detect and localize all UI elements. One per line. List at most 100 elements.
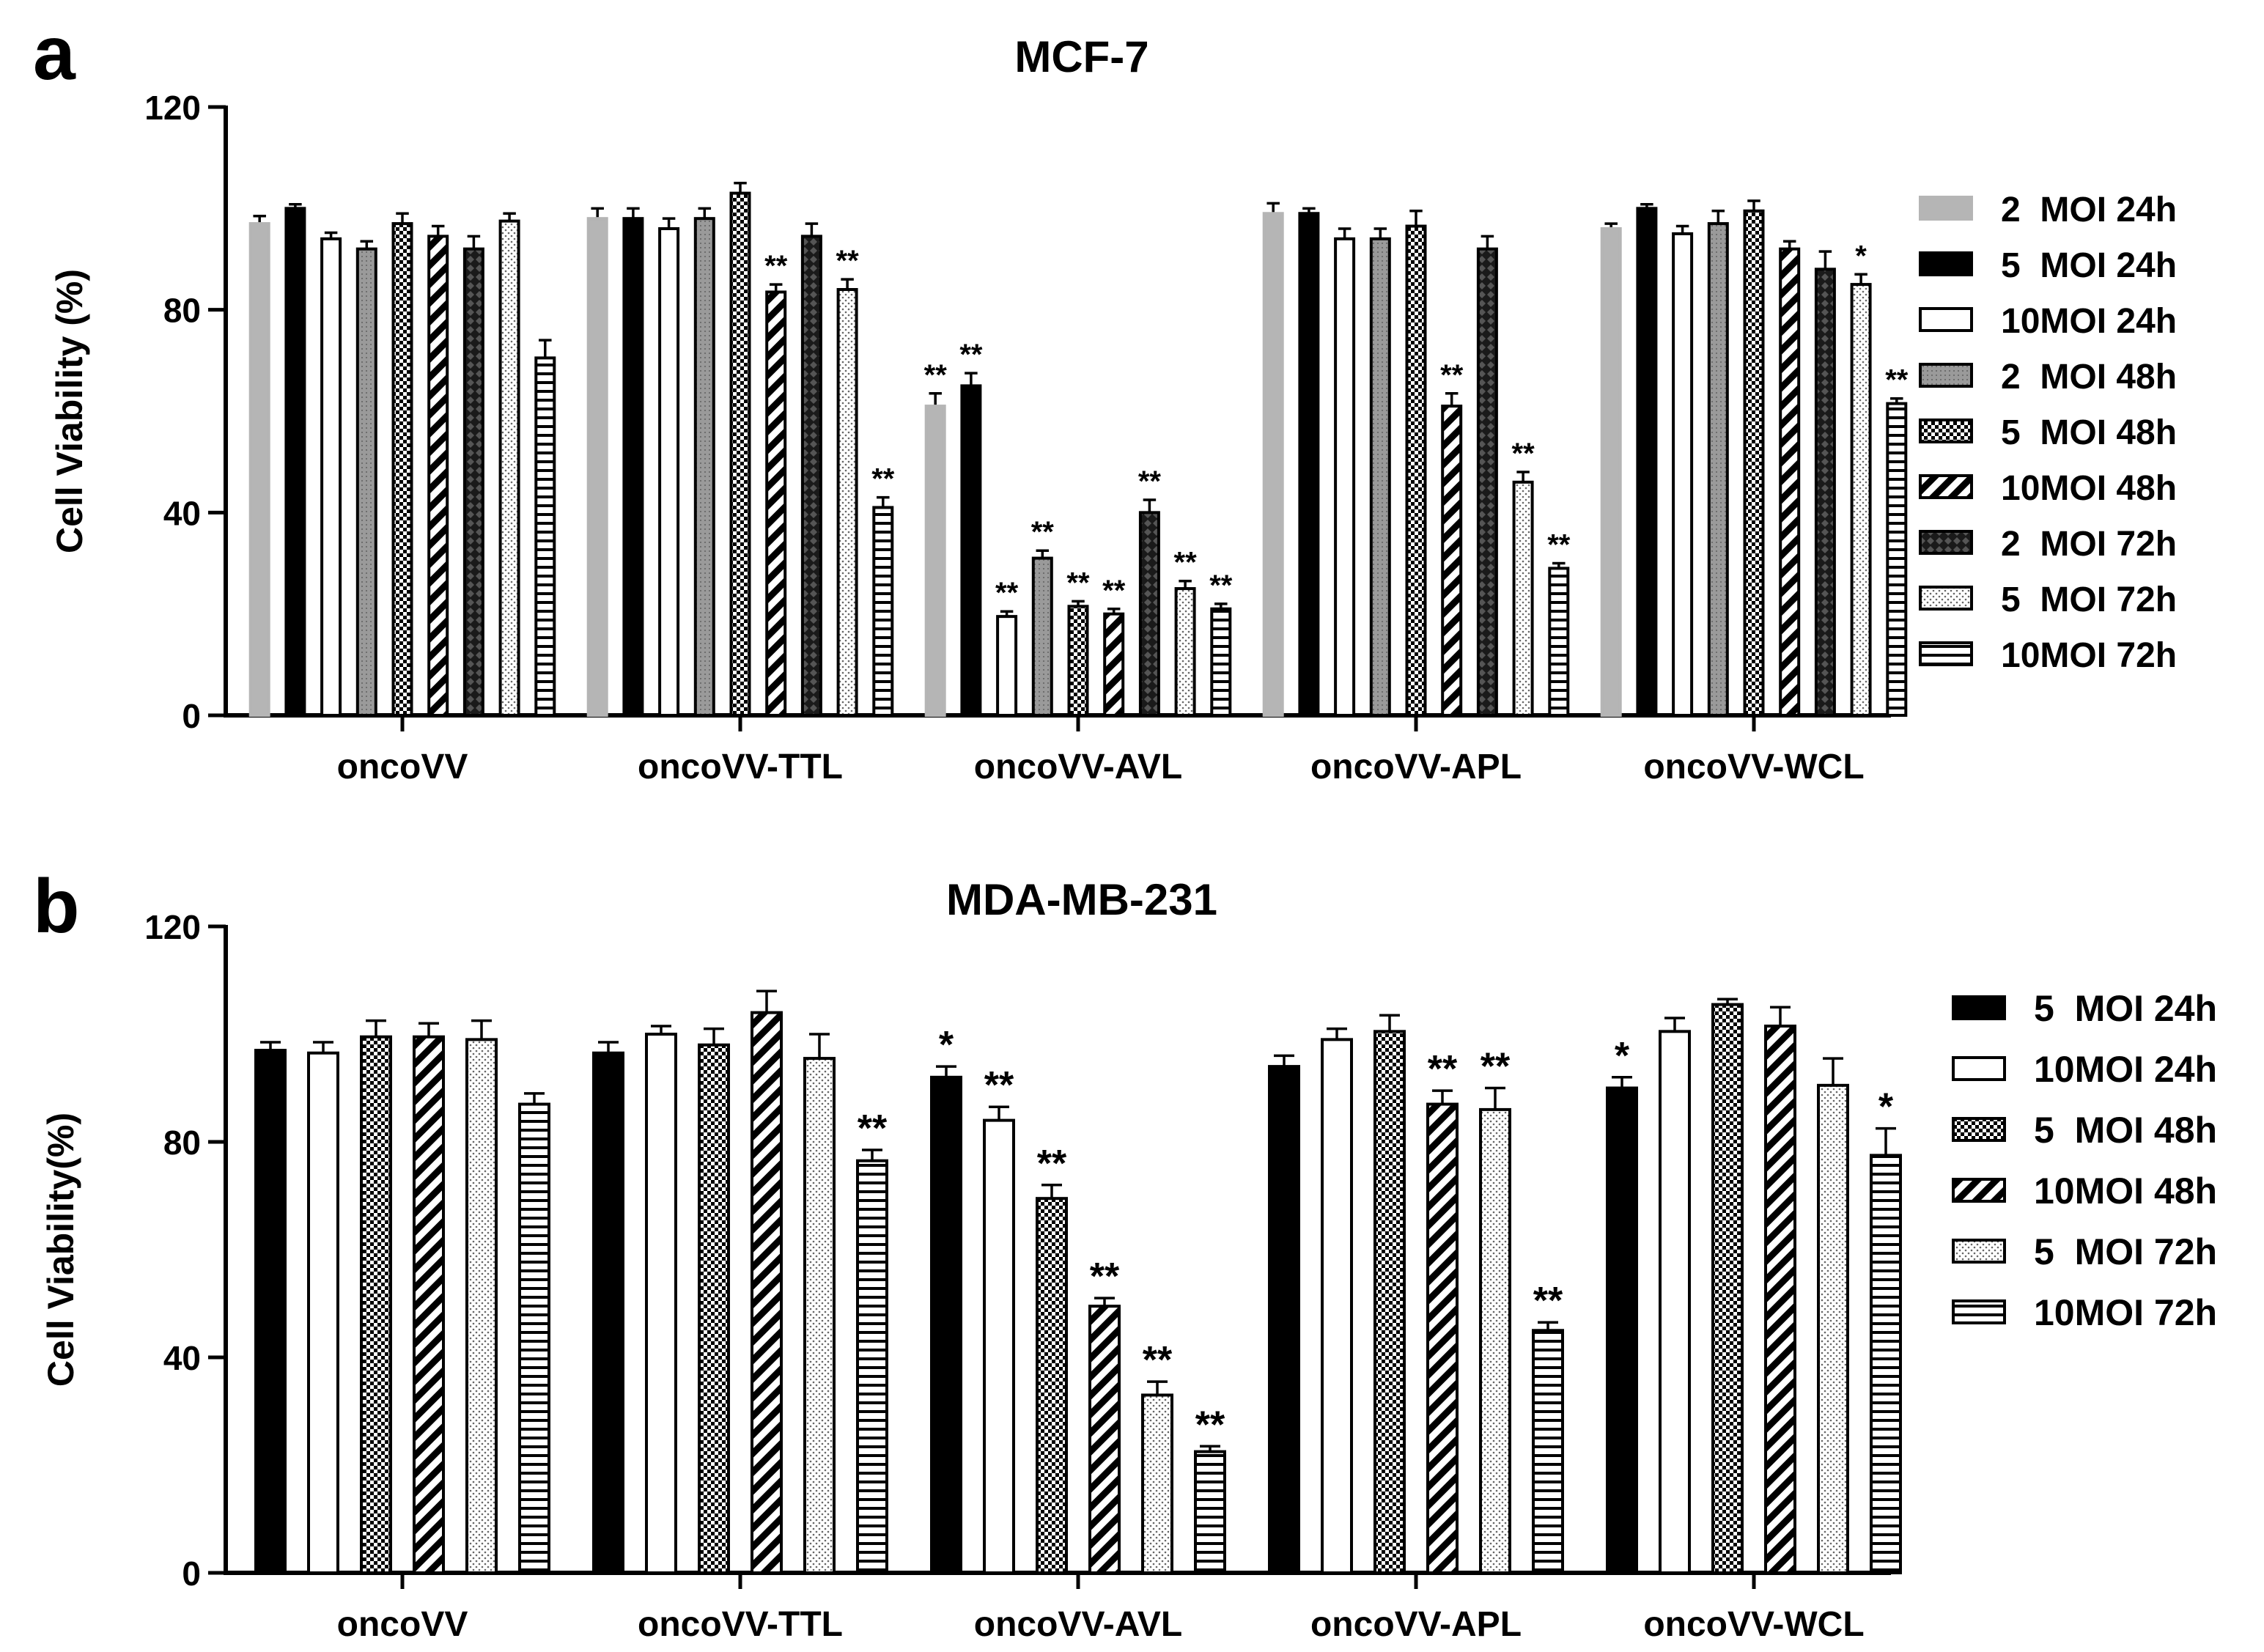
bar	[924, 405, 946, 717]
legend-label: 10MOI 48h	[2034, 1170, 2217, 1212]
bar	[1373, 1030, 1406, 1574]
y-tick-label: 80	[163, 1124, 201, 1162]
bar	[960, 384, 982, 718]
x-tick-label: oncoVV	[337, 748, 468, 786]
significance-label: **	[1195, 1404, 1225, 1446]
significance-label: **	[764, 250, 788, 282]
bar	[729, 191, 751, 718]
bar	[1512, 480, 1534, 717]
legend-label: 5 MOI 72h	[2001, 580, 2177, 619]
legend-label: 10MOI 24h	[2034, 1049, 2217, 1090]
bar	[1405, 224, 1427, 717]
legend-label: 5 MOI 48h	[2034, 1110, 2217, 1151]
legend-swatch	[1919, 196, 1973, 221]
bar	[1711, 1003, 1744, 1574]
x-tick-label: oncoVV-WCL	[1643, 1605, 1864, 1644]
bar	[1479, 1107, 1511, 1574]
significance-label: *	[1878, 1086, 1894, 1129]
bar	[698, 1043, 730, 1574]
bar	[1138, 511, 1160, 717]
chart-title: MDA-MB-231	[946, 875, 1217, 924]
bar	[1532, 1329, 1564, 1574]
bar	[1334, 237, 1356, 718]
legend-swatch	[1952, 1117, 2006, 1142]
legend-swatch	[1919, 586, 1973, 611]
bar	[1659, 1030, 1691, 1574]
x-tick-label: oncoVV-TTL	[638, 748, 843, 786]
y-axis-label: Cell Viability(%)	[40, 1113, 81, 1387]
significance-label: *	[1855, 240, 1867, 272]
bar	[1298, 212, 1320, 717]
significance-label: **	[959, 339, 983, 371]
significance-label: **	[1174, 547, 1198, 579]
legend-swatch	[1952, 995, 2006, 1020]
bar	[307, 1051, 339, 1574]
chart-title: MCF-7	[1014, 32, 1148, 81]
bar	[1870, 1154, 1902, 1574]
bar	[693, 217, 715, 717]
y-tick-label: 120	[144, 89, 201, 127]
bar	[1141, 1393, 1173, 1574]
significance-label: **	[1209, 569, 1233, 602]
bar	[413, 1035, 445, 1575]
bar	[1194, 1450, 1226, 1574]
bar	[1103, 612, 1125, 718]
x-tick-label: oncoVV	[337, 1605, 468, 1644]
significance-label: **	[1143, 1339, 1173, 1382]
significance-label: **	[1037, 1143, 1067, 1185]
bar	[1088, 1305, 1121, 1575]
legend-label: 10MOI 72h	[2034, 1292, 2217, 1333]
significance-label: **	[1533, 1280, 1563, 1322]
bar	[1850, 283, 1872, 718]
bar	[1779, 247, 1801, 717]
x-tick-label: oncoVV-TTL	[638, 1605, 843, 1644]
significance-label: **	[858, 1107, 888, 1150]
bar	[462, 247, 484, 717]
significance-label: **	[1547, 529, 1571, 561]
significance-label: **	[1138, 465, 1162, 498]
x-tick-label: oncoVV-AVL	[974, 748, 1182, 786]
x-tick-label: oncoVV-APL	[1310, 1605, 1522, 1644]
bar	[248, 222, 270, 718]
bar	[658, 227, 680, 717]
bar	[1886, 402, 1908, 717]
legend-swatch	[1952, 1239, 2006, 1264]
bar	[465, 1038, 498, 1574]
legend-label: 5 MOI 48h	[2001, 413, 2177, 452]
bar	[1476, 247, 1498, 717]
bar	[1548, 567, 1570, 718]
significance-label: *	[1615, 1035, 1630, 1077]
bar	[1262, 212, 1284, 717]
bar	[1707, 222, 1729, 718]
significance-label: **	[1102, 575, 1126, 607]
bar	[592, 1051, 624, 1574]
significance-label: **	[871, 463, 895, 495]
x-tick-label: oncoVV-AVL	[974, 1605, 1182, 1644]
bar	[983, 1118, 1015, 1574]
bar	[518, 1102, 550, 1575]
bar	[751, 1011, 783, 1574]
significance-label: **	[1440, 359, 1464, 391]
panel-letter: a	[33, 11, 76, 96]
bar	[320, 237, 342, 718]
bar	[391, 222, 413, 718]
bar	[1268, 1065, 1300, 1574]
legend-label: 10MOI 72h	[2001, 636, 2177, 675]
legend-swatch	[1919, 641, 1973, 666]
bar	[1426, 1102, 1459, 1575]
bar	[1031, 556, 1053, 717]
legend-swatch	[1952, 1178, 2006, 1203]
y-tick-label: 40	[163, 494, 201, 532]
significance-label: **	[1090, 1255, 1120, 1298]
bar	[1817, 1083, 1849, 1574]
y-tick-label: 120	[144, 908, 201, 946]
bar	[645, 1033, 677, 1574]
bar	[1210, 607, 1232, 717]
bar	[1369, 237, 1391, 718]
bar	[355, 247, 377, 717]
significance-label: **	[924, 359, 948, 391]
legend-swatch	[1919, 530, 1973, 555]
chart-layer: a MCF-7 Cell Viability (%) 0 40 80 120 oncoVV on…	[33, 11, 2217, 1644]
legend-swatch	[1952, 1299, 2006, 1324]
legend-label: 10MOI 48h	[2001, 469, 2177, 508]
